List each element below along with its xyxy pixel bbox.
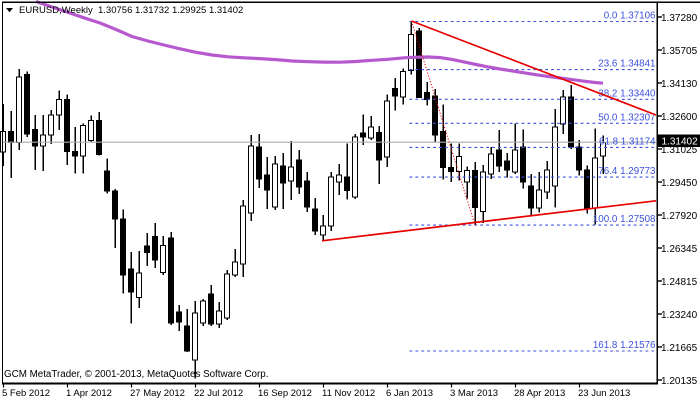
svg-text:1.32600: 1.32600 xyxy=(661,112,698,123)
svg-text:61.8 1.31174: 61.8 1.31174 xyxy=(599,136,656,147)
svg-text:1.23240: 1.23240 xyxy=(661,310,698,321)
svg-text:GCM MetaTrader, © 2001-2013, M: GCM MetaTrader, © 2001-2013, MetaQuotes … xyxy=(4,369,268,380)
svg-text:11 Nov 2012: 11 Nov 2012 xyxy=(322,388,375,399)
svg-text:23 Jun 2013: 23 Jun 2013 xyxy=(578,388,630,399)
svg-text:1.29450: 1.29450 xyxy=(661,178,698,189)
svg-text:1.27920: 1.27920 xyxy=(661,211,698,222)
svg-text:1.35705: 1.35705 xyxy=(661,46,698,57)
svg-text:1.31402: 1.31402 xyxy=(662,137,699,148)
svg-text:50.0 1.32307: 50.0 1.32307 xyxy=(598,112,655,123)
svg-text:100.0 1.27508: 100.0 1.27508 xyxy=(593,214,656,225)
svg-text:161.8 1.21576: 161.8 1.21576 xyxy=(593,340,656,351)
svg-text:6 Jan 2013: 6 Jan 2013 xyxy=(386,388,433,399)
svg-text:5 Feb 2012: 5 Feb 2012 xyxy=(2,388,50,399)
svg-text:1.34130: 1.34130 xyxy=(661,79,698,90)
svg-text:76.4 1.29773: 76.4 1.29773 xyxy=(598,166,656,177)
svg-text:1.31025: 1.31025 xyxy=(661,145,698,156)
svg-text:22 Jul 2012: 22 Jul 2012 xyxy=(194,388,243,399)
svg-text:1.37280: 1.37280 xyxy=(661,13,698,24)
svg-text:23.6 1.34841: 23.6 1.34841 xyxy=(598,59,655,70)
svg-text:1.21665: 1.21665 xyxy=(661,343,698,354)
svg-text:16 Sep 2012: 16 Sep 2012 xyxy=(258,388,312,399)
svg-text:38.2 1.33440: 38.2 1.33440 xyxy=(598,88,656,99)
svg-text:27 May 2012: 27 May 2012 xyxy=(130,388,185,399)
svg-text:3 Mar 2013: 3 Mar 2013 xyxy=(450,388,498,399)
svg-text:1 Apr 2012: 1 Apr 2012 xyxy=(66,388,112,399)
svg-text:28 Apr 2013: 28 Apr 2013 xyxy=(514,388,565,399)
svg-text:EURUSD,Weekly 1.30756 1.31732: EURUSD,Weekly 1.30756 1.31732 1.29925 1.… xyxy=(19,5,243,16)
svg-text:1.24815: 1.24815 xyxy=(661,277,698,288)
svg-text:1.26345: 1.26345 xyxy=(661,244,698,255)
svg-text:0.0 1.37106: 0.0 1.37106 xyxy=(604,11,656,22)
svg-text:1.20135: 1.20135 xyxy=(661,376,698,387)
